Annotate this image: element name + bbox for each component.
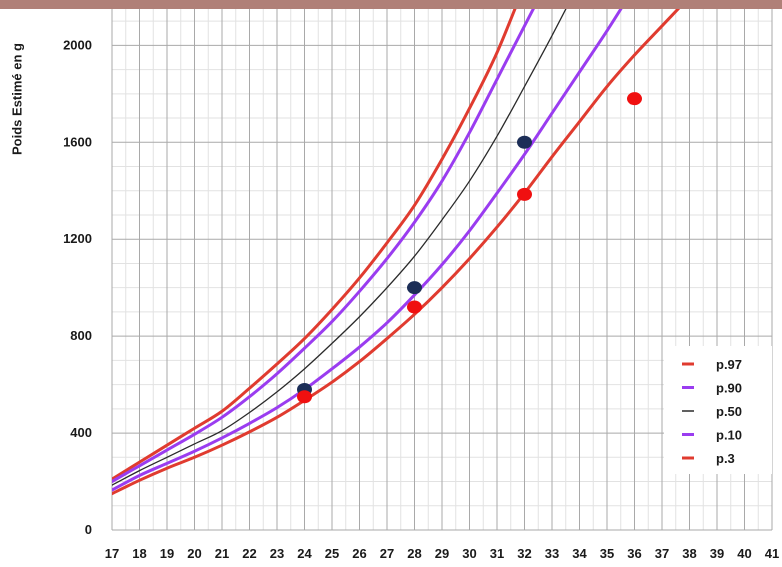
x-tick-label: 39 [710, 546, 724, 561]
legend-box [664, 346, 772, 474]
x-tick-label: 17 [105, 546, 119, 561]
legend-label: p.10 [716, 428, 742, 443]
data-point-navy [517, 135, 532, 149]
data-point-red [407, 300, 422, 314]
curve-p10 [112, 9, 623, 492]
x-tick-label: 31 [490, 546, 504, 561]
x-tick-label: 29 [435, 546, 449, 561]
x-tick-label: 30 [462, 546, 476, 561]
x-tick-label: 26 [352, 546, 366, 561]
legend-label: p.3 [716, 451, 735, 466]
legend-label: p.90 [716, 381, 742, 396]
x-tick-label: 38 [682, 546, 696, 561]
curve-p3 [112, 9, 681, 496]
x-tick-label: 18 [132, 546, 146, 561]
curve-p90 [112, 9, 535, 484]
x-tick-label: 28 [407, 546, 421, 561]
x-tick-label: 41 [765, 546, 779, 561]
x-tick-label: 19 [160, 546, 174, 561]
x-tick-label: 23 [270, 546, 284, 561]
data-point-red [297, 390, 312, 404]
x-tick-label: 22 [242, 546, 256, 561]
x-tick-label: 20 [187, 546, 201, 561]
y-tick-label: 800 [70, 328, 92, 343]
y-tick-label: 2000 [63, 37, 92, 52]
legend-label: p.97 [716, 357, 742, 372]
x-tick-label: 24 [297, 546, 312, 561]
x-tick-label: 25 [325, 546, 339, 561]
curve-p97 [112, 9, 517, 481]
data-point-red [517, 187, 532, 201]
y-tick-label: 1600 [63, 134, 92, 149]
legend-label: p.50 [716, 404, 742, 419]
x-tick-label: 35 [600, 546, 614, 561]
data-point-red [627, 92, 642, 106]
x-tick-label: 40 [737, 546, 751, 561]
x-tick-label: 32 [517, 546, 531, 561]
y-tick-label: 0 [85, 522, 92, 537]
x-tick-label: 34 [572, 546, 587, 561]
x-tick-label: 36 [627, 546, 641, 561]
data-point-navy [407, 281, 422, 295]
top-border [0, 0, 782, 9]
curve-p50 [112, 9, 567, 486]
x-tick-label: 33 [545, 546, 559, 561]
y-tick-label: 400 [70, 425, 92, 440]
x-tick-label: 37 [655, 546, 669, 561]
x-tick-label: 27 [380, 546, 394, 561]
y-tick-label: 1200 [63, 231, 92, 246]
x-tick-label: 21 [215, 546, 229, 561]
